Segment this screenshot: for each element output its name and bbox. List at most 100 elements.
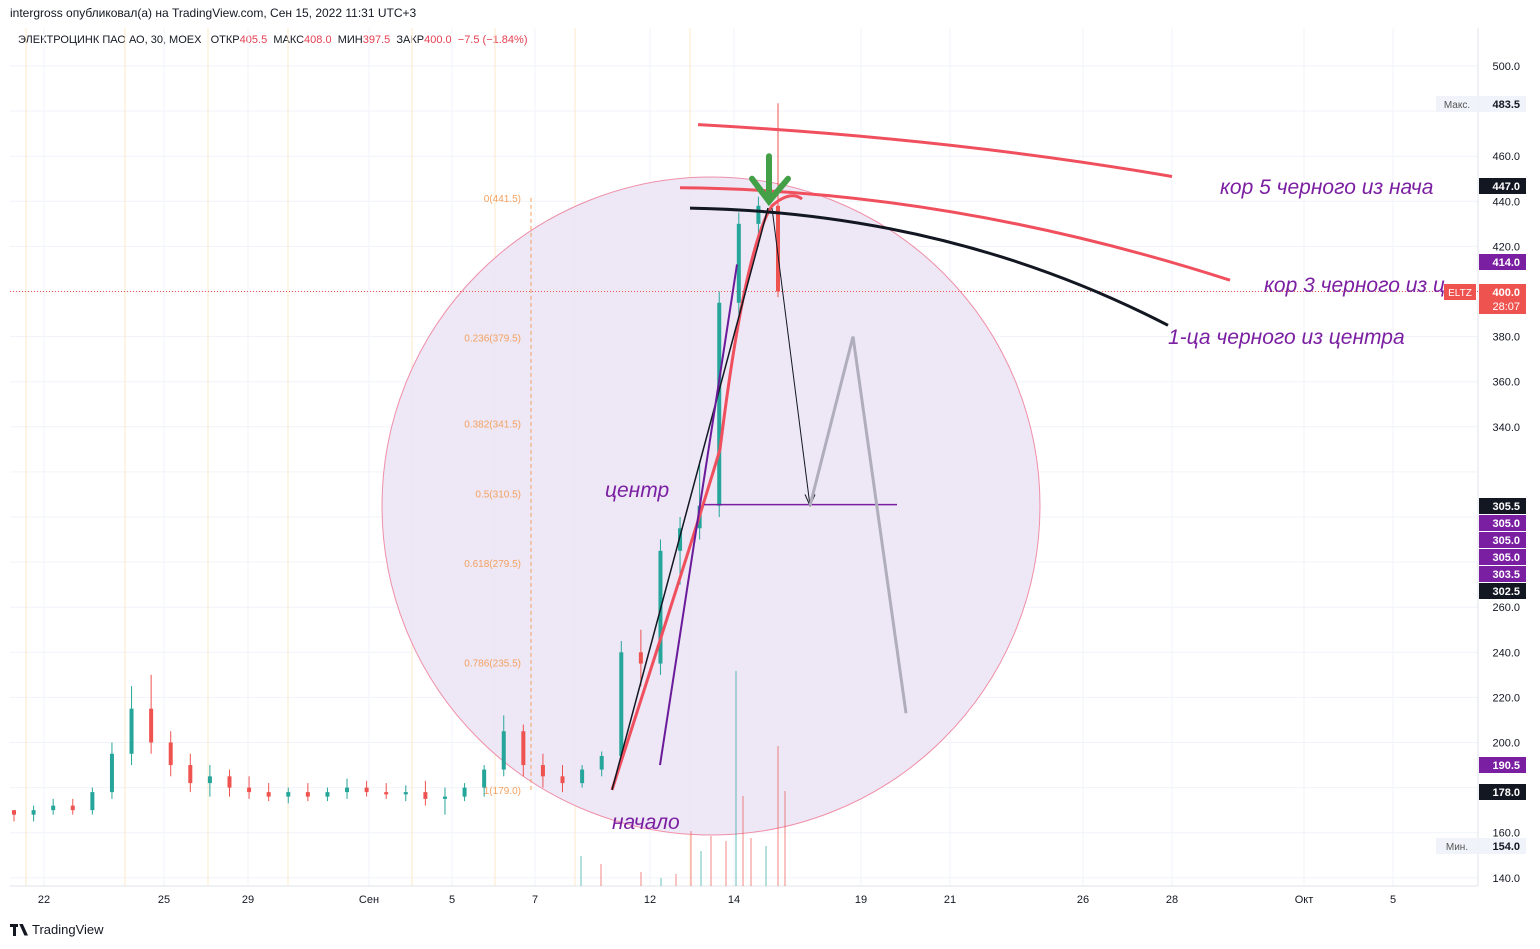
price-tag-caption: Макс. bbox=[1444, 100, 1470, 111]
y-tick-label: 500.0 bbox=[1492, 61, 1520, 73]
symbol-legend: ЭЛЕКТРОЦИНК ПАО АО, 30, MOEX ОТКР405.5 М… bbox=[18, 34, 527, 46]
candle-body bbox=[149, 708, 154, 743]
y-tick-label: 420.0 bbox=[1492, 241, 1520, 253]
black-trendline bbox=[611, 207, 769, 791]
price-tag: 178.0 bbox=[1492, 787, 1520, 799]
projection-arrow bbox=[771, 208, 811, 506]
change-value: −7.5 (−1.84%) bbox=[457, 34, 528, 46]
volume-bar bbox=[777, 746, 779, 886]
open-label: ОТКР bbox=[210, 34, 240, 46]
candle-body bbox=[109, 753, 114, 793]
x-tick-label: 28 bbox=[1166, 894, 1178, 906]
x-tick-label: 7 bbox=[532, 894, 538, 906]
volume-bar bbox=[640, 872, 642, 886]
candle-body bbox=[70, 805, 75, 811]
candle-body bbox=[188, 765, 193, 784]
candle-body bbox=[266, 792, 271, 797]
price-tag-bg bbox=[1479, 515, 1526, 531]
price-tag-bg bbox=[1479, 532, 1526, 548]
symbol-name[interactable]: ЭЛЕКТРОЦИНК ПАО АО, 30, MOEX bbox=[18, 34, 202, 46]
x-tick-label: 5 bbox=[449, 894, 455, 906]
low-value: 397.5 bbox=[362, 34, 391, 46]
x-tick-label: 12 bbox=[644, 894, 656, 906]
volume-bar bbox=[675, 874, 677, 886]
volume-bar bbox=[580, 856, 582, 886]
candle-body bbox=[286, 792, 291, 797]
price-tag: 447.0 bbox=[1492, 181, 1520, 193]
x-tick-label: 25 bbox=[158, 894, 170, 906]
fib-level-label: 0.618(279.5) bbox=[464, 559, 521, 570]
candle-body bbox=[638, 652, 643, 664]
price-tag-bg bbox=[1479, 566, 1526, 582]
annotation-text: 1-ца черного из центра bbox=[1168, 326, 1405, 349]
volume-bar bbox=[735, 671, 737, 886]
candle-body bbox=[560, 776, 565, 784]
candle-body bbox=[12, 810, 16, 815]
red-arc-curve bbox=[610, 194, 803, 791]
x-tick-label: Окт bbox=[1295, 894, 1314, 906]
candle-body bbox=[129, 708, 134, 754]
symbol-tag: ELTZ bbox=[1448, 288, 1472, 299]
fib-level-label: 0.382(341.5) bbox=[464, 419, 521, 430]
price-tag-bg bbox=[1479, 784, 1526, 800]
symbol-tag-bg bbox=[1444, 284, 1476, 300]
price-tag-bg bbox=[1479, 96, 1526, 112]
price-tag: 303.5 bbox=[1492, 569, 1520, 581]
fib-level-label: 0(441.5) bbox=[484, 194, 521, 205]
tradingview-logo-icon bbox=[10, 923, 28, 936]
candle-body bbox=[305, 792, 310, 797]
volume-bar bbox=[750, 838, 752, 886]
candle-body bbox=[482, 769, 487, 788]
high-value: 408.0 bbox=[304, 34, 332, 46]
y-tick-label: 440.0 bbox=[1492, 196, 1520, 208]
footer: TradingView bbox=[10, 922, 104, 937]
fib-level-label: 0.786(235.5) bbox=[464, 658, 521, 669]
red-arc-middle bbox=[679, 186, 1231, 282]
price-tag-bg bbox=[1479, 254, 1526, 270]
volume-bar bbox=[725, 841, 727, 886]
volume-bar bbox=[660, 878, 662, 886]
open-value: 405.5 bbox=[239, 34, 268, 46]
volume-bar bbox=[710, 836, 712, 886]
x-tick-label: 5 bbox=[1390, 894, 1396, 906]
price-tag-timer: 28:07 bbox=[1492, 301, 1520, 313]
annotation-circle bbox=[381, 176, 1041, 836]
candle-body bbox=[678, 528, 683, 551]
close-value: 400.0 bbox=[424, 34, 452, 46]
tradingview-brand[interactable]: TradingView bbox=[32, 922, 104, 937]
candle-body bbox=[776, 205, 780, 292]
projection-zigzag bbox=[808, 336, 908, 714]
y-tick-label: 360.0 bbox=[1492, 377, 1520, 389]
x-tick-label: 14 bbox=[728, 894, 740, 906]
volume-bar bbox=[765, 846, 767, 886]
candle-body bbox=[736, 223, 741, 303]
candle-body bbox=[599, 756, 604, 770]
price-tag: 414.0 bbox=[1492, 257, 1520, 269]
volume-bar bbox=[600, 864, 602, 886]
price-tag-caption: Мин. bbox=[1446, 842, 1468, 853]
candle-body bbox=[364, 787, 369, 793]
price-tag-caption-bg bbox=[1436, 838, 1478, 854]
annotation-text: кор 3 черного из ц bbox=[1264, 274, 1445, 297]
candle-body bbox=[501, 731, 506, 770]
candle-body bbox=[168, 742, 173, 766]
y-tick-label: 160.0 bbox=[1492, 828, 1520, 840]
x-tick-label: 29 bbox=[242, 894, 254, 906]
y-tick-label: 240.0 bbox=[1492, 647, 1520, 659]
candle-body bbox=[90, 792, 95, 811]
candle-body bbox=[403, 792, 408, 795]
purple-trendline bbox=[659, 264, 738, 766]
publisher-header: intergross опубликовал(а) на TradingView… bbox=[10, 6, 417, 20]
candle-body bbox=[580, 769, 585, 784]
red-arc-top bbox=[697, 123, 1173, 178]
candle-body bbox=[462, 787, 467, 797]
y-tick-label: 140.0 bbox=[1492, 873, 1520, 885]
annotation-text: центр bbox=[605, 479, 669, 502]
price-tag-bg bbox=[1479, 178, 1526, 194]
candle-body bbox=[717, 302, 722, 506]
volume-bar bbox=[784, 791, 786, 886]
candle-body bbox=[540, 765, 545, 777]
y-tick-label: 460.0 bbox=[1492, 151, 1520, 163]
candle-body bbox=[51, 805, 56, 811]
